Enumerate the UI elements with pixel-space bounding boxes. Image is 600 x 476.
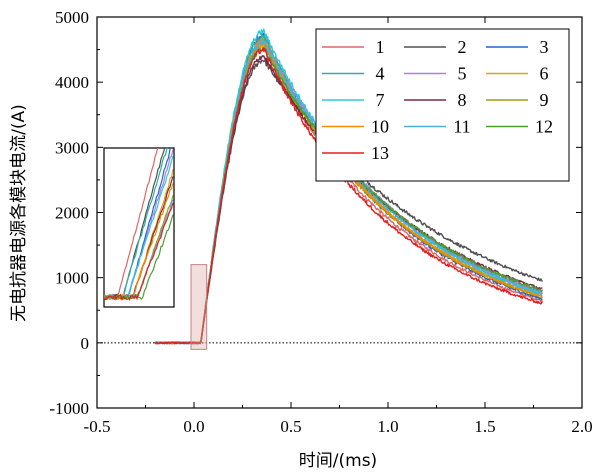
legend-label-9: 9 xyxy=(540,90,549,110)
legend-label-10: 10 xyxy=(371,117,389,137)
x-tick-label: -0.5 xyxy=(84,417,111,436)
y-tick-label: 4000 xyxy=(55,73,89,92)
x-tick-label: 1.0 xyxy=(377,417,398,436)
x-tick-label: 1.5 xyxy=(474,417,495,436)
x-tick-label: 0.5 xyxy=(280,417,301,436)
y-tick-label: 1000 xyxy=(55,269,89,288)
inset-series-line-13 xyxy=(104,202,174,301)
legend-label-11: 11 xyxy=(453,117,470,137)
inset-zoom xyxy=(103,147,175,308)
y-tick-label: 0 xyxy=(81,334,90,353)
legend-label-4: 4 xyxy=(376,64,385,84)
legend-label-6: 6 xyxy=(540,64,549,84)
axes: -0.5 0.0 0.5 1.0 1.5 2.0 -1000 0 1000 2000 3000 400… xyxy=(49,8,592,436)
x-tick-label: 2.0 xyxy=(571,417,592,436)
zoom-region-rect xyxy=(190,264,208,350)
legend-label-7: 7 xyxy=(376,90,385,110)
legend-label-3: 3 xyxy=(540,37,549,57)
legend-box xyxy=(315,28,570,182)
series-line-13 xyxy=(154,47,543,345)
legend-label-13: 13 xyxy=(371,143,389,163)
y-tick-label: -1000 xyxy=(49,399,89,418)
legend-label-8: 8 xyxy=(458,90,467,110)
y-tick-label: 5000 xyxy=(55,8,89,27)
y-axis-title: 无电抗器电源各模块电流/(A) xyxy=(9,104,29,322)
legend-label-12: 12 xyxy=(535,117,553,137)
legend-label-2: 2 xyxy=(458,37,467,57)
legend-label-1: 1 xyxy=(376,37,385,57)
inset-lines xyxy=(104,148,174,301)
x-tick-label: 0.0 xyxy=(183,417,204,436)
x-axis-title: 时间/(ms) xyxy=(299,451,377,471)
legend-label-5: 5 xyxy=(458,64,467,84)
y-tick-label: 3000 xyxy=(55,138,89,157)
y-tick-label: 2000 xyxy=(55,204,89,223)
